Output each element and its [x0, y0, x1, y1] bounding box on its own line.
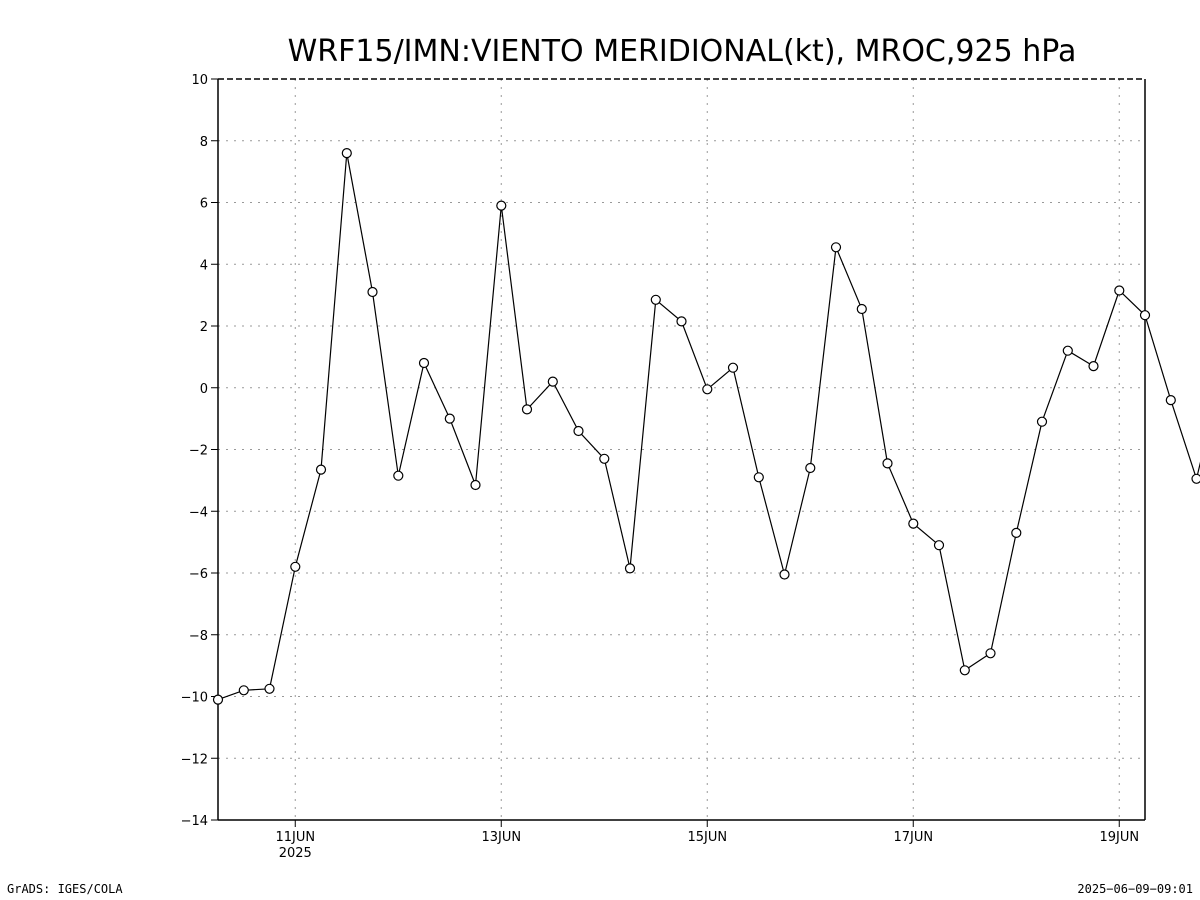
data-point	[470, 479, 481, 491]
y-tick-label: 2	[200, 320, 208, 335]
data-point	[624, 563, 636, 574]
data-point	[418, 357, 430, 369]
y-tick-label: −8	[189, 629, 208, 644]
axes	[217, 78, 1146, 821]
x-tick-sublabel: 2025	[279, 846, 312, 861]
data-point	[650, 294, 661, 305]
data-point	[573, 425, 584, 437]
data-point	[1088, 361, 1099, 372]
x-tick-label: 17JUN	[893, 830, 933, 845]
y-tick-label: −2	[189, 444, 208, 459]
data-point	[779, 569, 790, 580]
data-point	[856, 303, 867, 315]
data-point	[547, 376, 558, 387]
data-series	[212, 148, 1200, 705]
x-tick-label: 15JUN	[687, 830, 727, 845]
data-point	[959, 665, 970, 676]
data-point	[444, 413, 455, 424]
y-tick-label: 6	[200, 197, 208, 212]
data-point	[676, 316, 687, 327]
data-point	[702, 384, 713, 395]
data-point	[985, 648, 996, 659]
grid-lines	[218, 79, 1145, 820]
y-tick-label: 4	[200, 258, 208, 273]
data-point	[521, 404, 533, 415]
data-point	[264, 683, 275, 694]
y-tick-label: −4	[189, 505, 208, 520]
data-point	[290, 561, 301, 572]
y-tick-label: 10	[191, 73, 208, 88]
data-point	[496, 200, 507, 211]
data-point	[933, 540, 945, 551]
chart-title: WRF15/IMN:VIENTO MERIDIONAL(kt), MROC,92…	[288, 34, 1077, 69]
data-point	[599, 453, 610, 464]
data-point	[882, 458, 893, 469]
data-point	[1036, 416, 1048, 427]
data-point	[1062, 345, 1073, 356]
data-point	[393, 470, 404, 481]
series-line	[217, 152, 1200, 701]
data-point	[1139, 310, 1151, 321]
data-point	[367, 286, 378, 298]
data-point	[753, 472, 764, 483]
y-tick-label: −6	[189, 567, 208, 582]
footer-right: 2025−06−09−09:01	[1077, 882, 1193, 896]
data-point	[727, 362, 739, 373]
y-tick-label: 8	[200, 135, 208, 150]
data-point	[1191, 473, 1200, 484]
x-tick-label: 19JUN	[1099, 830, 1139, 845]
data-point	[238, 685, 249, 696]
data-point	[212, 694, 224, 705]
footer-left: GrADS: IGES/COLA	[7, 882, 123, 896]
data-point	[1011, 527, 1022, 539]
y-tick-label: −10	[181, 691, 208, 706]
data-point	[315, 464, 327, 475]
data-point	[908, 518, 919, 529]
x-tick-label: 11JUN	[275, 830, 315, 845]
x-tick-label: 13JUN	[481, 830, 521, 845]
data-point	[1114, 285, 1125, 296]
y-tick-label: −14	[181, 814, 208, 829]
y-axis-ticks: 10 8 6 4 2 0 −2 −4 −6 −8 −10 −12 −14	[181, 73, 218, 829]
y-tick-label: 0	[200, 382, 208, 397]
y-tick-label: −12	[181, 752, 208, 767]
data-point	[830, 242, 842, 253]
data-point	[341, 148, 352, 159]
data-point	[1165, 395, 1176, 406]
data-point	[805, 462, 816, 474]
